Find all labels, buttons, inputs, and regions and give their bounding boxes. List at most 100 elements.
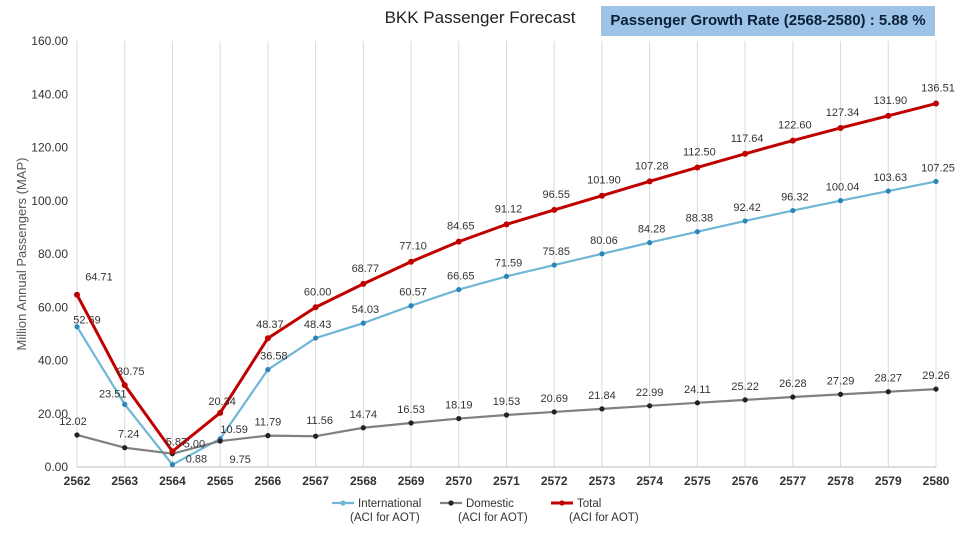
- total-point: [74, 291, 80, 298]
- international-point: [169, 462, 176, 468]
- domestic-data-label: 20.69: [540, 393, 568, 405]
- y-axis-label: Million Annual Passengers (MAP): [14, 158, 29, 351]
- total-data-label: 48.37: [256, 319, 284, 331]
- y-tick-label: 80.00: [38, 247, 68, 261]
- international-point: [647, 240, 653, 246]
- total-legend-label: Total: [577, 498, 601, 510]
- domestic-point: [217, 438, 223, 444]
- domestic-data-label: 29.26: [922, 370, 950, 382]
- domestic-data-label: 26.28: [779, 378, 807, 390]
- growth-rate-box: Passenger Growth Rate (2568-2580) : 5.88…: [601, 6, 935, 36]
- total-point: [360, 280, 367, 287]
- domestic-point: [694, 400, 700, 406]
- x-tick-label: 2562: [64, 474, 91, 488]
- total-point: [121, 382, 128, 389]
- total-point: [551, 206, 558, 213]
- international-data-label: 88.38: [686, 213, 714, 225]
- total-point: [264, 335, 271, 342]
- international-data-label: 10.59: [220, 424, 248, 436]
- international-point: [360, 320, 366, 326]
- total-point: [455, 238, 462, 245]
- domestic-point: [742, 397, 748, 403]
- domestic-legend-label: Domestic: [466, 498, 514, 510]
- domestic-data-label: 28.27: [875, 373, 903, 385]
- x-tick-label: 2573: [589, 474, 616, 488]
- domestic-legend-label: (ACI for AOT): [458, 512, 528, 524]
- domestic-point: [790, 394, 796, 400]
- x-tick-label: 2565: [207, 474, 234, 488]
- international-data-label: 54.03: [352, 304, 380, 316]
- domestic-data-label: 21.84: [588, 390, 616, 402]
- international-legend-label: International: [358, 498, 421, 510]
- total-data-label: 136.51: [921, 83, 955, 95]
- domestic-point: [408, 420, 414, 426]
- y-tick-label: 100.00: [31, 194, 68, 208]
- domestic-data-label: 12.02: [59, 416, 87, 428]
- total-data-label: 77.10: [399, 241, 427, 253]
- x-tick-label: 2575: [684, 474, 711, 488]
- chart-title: BKK Passenger Forecast: [384, 8, 576, 27]
- domestic-point: [265, 433, 271, 439]
- total-point: [933, 100, 939, 107]
- domestic-point: [456, 415, 462, 422]
- domestic-data-label: 7.24: [118, 429, 139, 441]
- international-point: [885, 188, 891, 194]
- domestic-point: [503, 412, 510, 418]
- domestic-data-label: 9.75: [229, 454, 250, 466]
- domestic-point: [122, 445, 128, 451]
- international-point: [933, 178, 939, 185]
- international-data-label: 92.42: [733, 202, 761, 214]
- international-data-label: 0.88: [186, 454, 207, 466]
- international-point: [742, 218, 748, 224]
- total-point: [169, 448, 176, 455]
- total-data-label: 107.28: [635, 160, 669, 172]
- y-tick-label: 140.00: [31, 87, 68, 101]
- total-data-label: 122.60: [778, 120, 812, 132]
- domestic-legend-marker: [448, 500, 454, 506]
- y-tick-label: 0.00: [45, 460, 69, 474]
- international-point: [599, 251, 605, 257]
- international-data-label: 48.43: [304, 319, 332, 331]
- total-point: [312, 304, 319, 311]
- international-point: [551, 262, 557, 268]
- international-data-label: 103.63: [873, 172, 907, 184]
- y-tick-label: 20.00: [38, 407, 68, 421]
- domestic-point: [360, 425, 366, 431]
- y-tick-label: 160.00: [31, 34, 68, 48]
- international-data-label: 23.51: [99, 388, 127, 400]
- total-data-label: 117.64: [731, 133, 764, 145]
- international-data-label: 71.59: [495, 257, 523, 269]
- x-tick-label: 2574: [636, 474, 663, 488]
- international-point: [313, 335, 319, 341]
- international-point: [265, 367, 271, 373]
- international-point: [74, 324, 80, 330]
- domestic-data-label: 27.29: [827, 375, 855, 387]
- total-data-label: 68.77: [352, 263, 380, 275]
- international-data-label: 107.25: [921, 162, 955, 174]
- x-tick-label: 2567: [302, 474, 329, 488]
- x-tick-label: 2568: [350, 474, 377, 488]
- total-data-label: 5.87: [166, 436, 187, 448]
- domestic-point: [837, 391, 844, 397]
- x-tick-label: 2564: [159, 474, 186, 488]
- x-tick-label: 2563: [111, 474, 138, 488]
- total-data-label: 101.90: [587, 175, 621, 187]
- total-data-label: 30.75: [117, 366, 145, 378]
- international-data-label: 80.06: [590, 235, 618, 247]
- y-tick-label: 120.00: [31, 141, 68, 155]
- total-point: [598, 192, 605, 199]
- international-legend-label: (ACI for AOT): [350, 512, 420, 524]
- domestic-point: [599, 406, 605, 412]
- total-data-label: 64.71: [85, 272, 113, 284]
- domestic-data-label: 14.74: [350, 409, 378, 421]
- x-tick-label: 2577: [779, 474, 806, 488]
- total-legend-marker: [559, 500, 565, 506]
- total-point: [217, 409, 224, 416]
- total-point: [742, 150, 749, 157]
- x-tick-label: 2570: [445, 474, 472, 488]
- total-data-label: 112.50: [683, 146, 716, 158]
- international-point: [837, 198, 844, 204]
- domestic-point: [313, 433, 319, 439]
